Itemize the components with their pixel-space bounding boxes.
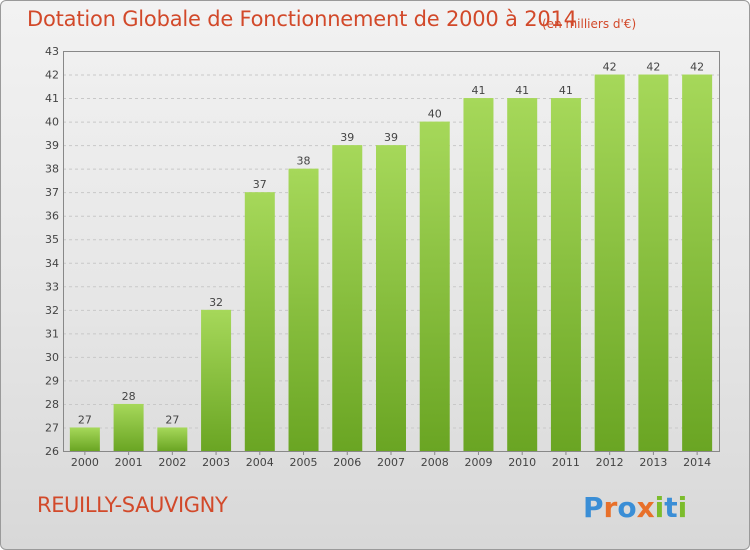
data-label: 37 [253, 178, 267, 191]
data-label: 32 [209, 296, 223, 309]
bar [507, 98, 538, 451]
bar [288, 168, 319, 451]
bar [638, 74, 669, 451]
proxiti-logo: Proxiti [583, 491, 687, 524]
y-tick-label: 42 [45, 69, 59, 82]
y-tick-label: 38 [45, 163, 59, 176]
chart-subtitle: (en milliers d'€) [542, 17, 637, 31]
x-tick-label: 2006 [333, 456, 361, 469]
y-tick-label: 27 [45, 421, 59, 434]
bars-layer [69, 74, 713, 452]
value-labels: 27 28 27 32 37 38 39 39 40 41 41 41 42 42 42 [78, 61, 704, 427]
x-tick-label: 2011 [552, 456, 580, 469]
x-tick-label: 2010 [508, 456, 536, 469]
data-label: 28 [122, 390, 136, 403]
data-label: 39 [340, 131, 354, 144]
y-tick-label: 26 [45, 445, 59, 458]
y-tick-label: 31 [45, 327, 59, 340]
y-tick-label: 32 [45, 304, 59, 317]
x-tick-label: 2001 [115, 456, 143, 469]
data-label: 42 [646, 61, 660, 74]
place-name: REUILLY-SAUVIGNY [37, 493, 228, 517]
bar [157, 427, 188, 451]
data-label: 41 [471, 84, 485, 97]
data-label: 38 [297, 155, 311, 168]
data-label: 41 [515, 84, 529, 97]
bar [550, 98, 581, 451]
bar [682, 74, 713, 451]
x-tick-label: 2003 [202, 456, 230, 469]
data-label: 42 [690, 61, 704, 74]
x-tick-label: 2005 [290, 456, 318, 469]
y-tick-label: 35 [45, 233, 59, 246]
x-axis-labels: 2000 2001 2002 2003 2004 2005 2006 2007 2008 2009… [71, 451, 711, 469]
bar [244, 192, 275, 452]
x-tick-label: 2008 [421, 456, 449, 469]
bar [69, 427, 100, 451]
bar [463, 98, 494, 451]
y-tick-label: 37 [45, 186, 59, 199]
data-label: 40 [428, 108, 442, 121]
data-label: 27 [165, 413, 179, 426]
data-label: 41 [559, 84, 573, 97]
bar [332, 145, 363, 451]
x-tick-label: 2004 [246, 456, 274, 469]
x-tick-label: 2013 [639, 456, 667, 469]
y-tick-label: 33 [45, 280, 59, 293]
y-tick-label: 39 [45, 139, 59, 152]
y-tick-label: 43 [45, 45, 59, 58]
data-label: 42 [603, 61, 617, 74]
x-tick-label: 2000 [71, 456, 99, 469]
chart-title: Dotation Globale de Fonctionnement de 20… [27, 7, 577, 31]
y-tick-label: 30 [45, 351, 59, 364]
y-tick-label: 28 [45, 398, 59, 411]
svg-text:Proxiti: Proxiti [583, 491, 687, 524]
bar [419, 121, 450, 452]
y-tick-label: 36 [45, 210, 59, 223]
x-tick-label: 2009 [464, 456, 492, 469]
y-tick-label: 40 [45, 116, 59, 129]
x-tick-label: 2012 [596, 456, 624, 469]
data-label: 39 [384, 131, 398, 144]
y-tick-label: 34 [45, 257, 59, 270]
bar [594, 74, 625, 451]
x-tick-label: 2014 [683, 456, 711, 469]
bar [113, 403, 144, 451]
y-tick-label: 29 [45, 374, 59, 387]
x-tick-label: 2007 [377, 456, 405, 469]
data-label: 27 [78, 413, 92, 426]
y-axis-labels: 26 27 28 29 30 31 32 33 34 35 36 37 38 39 40 41 42 43 [45, 45, 59, 458]
bar [376, 145, 406, 451]
bar [201, 309, 232, 451]
plot-border [63, 51, 720, 452]
x-tick-label: 2002 [158, 456, 186, 469]
y-tick-label: 41 [45, 92, 59, 105]
